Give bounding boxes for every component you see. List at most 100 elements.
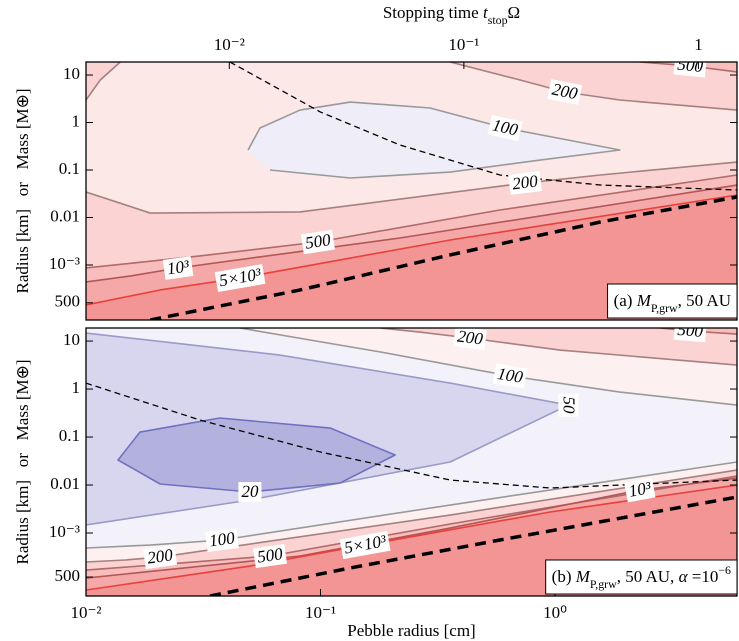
y-tick-label: 1 [72, 111, 81, 130]
contour-region [639, 62, 737, 72]
x-tick-label: 10⁻¹ [305, 603, 336, 622]
x2-axis-label: Stopping time tstopΩ [383, 3, 520, 27]
contour-label: 100 [496, 364, 525, 387]
contour-label-box [143, 544, 178, 570]
y-tick-label: 10 [63, 330, 80, 349]
annotation-box [607, 283, 738, 319]
contour-label-box [487, 114, 523, 142]
y-tick-label: 10⁻³ [49, 254, 80, 273]
contour-label-box [624, 477, 656, 503]
contour-label: 20 [241, 482, 259, 501]
contour-label: 500 [304, 230, 333, 253]
text-part: α [679, 567, 689, 586]
text-part: (b) [552, 567, 576, 586]
text-part: (a) [614, 291, 637, 310]
contour-label-group: 500 [252, 543, 288, 569]
contour-label-group: 10³ [162, 256, 194, 280]
text-part: Ω [508, 3, 521, 22]
x2-tick-label: 10⁻² [214, 35, 245, 54]
contour-label-group: 50 [558, 393, 579, 417]
contour-label-box [238, 481, 262, 503]
y-tick-label: 10⁻³ [49, 522, 80, 541]
annotation-box [545, 559, 738, 595]
y-axis-label: Radius [km] or Mass [M⊕] [13, 359, 32, 564]
text-part: , 50 AU [678, 291, 731, 310]
y-tick-label: 0.1 [59, 159, 80, 178]
contour-label-box [300, 229, 336, 255]
x-tick-label: 10⁻² [70, 603, 101, 622]
contour-label-box [214, 264, 266, 292]
contour-label: 500 [677, 55, 705, 77]
text-part: , 50 AU, [617, 567, 679, 586]
contour-label: 10³ [166, 256, 191, 278]
contour-label-group: 100 [487, 114, 523, 142]
contour-region [86, 62, 121, 100]
thick-dashed-line [149, 195, 737, 320]
contour-label-box [205, 528, 239, 552]
y-axis-label: Radius [km] or Mass [M⊕] [13, 88, 32, 293]
contour-label-box [492, 363, 528, 389]
x-tick-label: 10⁰ [543, 603, 567, 622]
plot-frame [85, 61, 738, 321]
contour-label: 200 [146, 545, 174, 567]
contour-label: 100 [208, 528, 236, 550]
contour-label-group: 200 [143, 544, 178, 570]
contour-label-box [673, 62, 707, 78]
contour-line [86, 161, 737, 214]
text-part: M [636, 291, 652, 310]
text-part: t [483, 3, 489, 22]
thick-dashed-line [209, 495, 737, 596]
annotation: (b) MP,grw, 50 AU, α =10−6 [552, 563, 731, 591]
x2-tick-label: 10⁻¹ [448, 35, 479, 54]
text-part: P,grw [590, 577, 617, 591]
contour-label-box [162, 256, 194, 280]
contour-label: 500 [677, 320, 704, 341]
contour-label-group: 100 [205, 528, 239, 552]
text-part: stop [488, 13, 508, 27]
y-tick-label: 0.01 [50, 474, 80, 493]
text-part: M [575, 567, 591, 586]
x-axis-label: Pebble radius [cm] [347, 621, 475, 640]
dashed-line [86, 382, 737, 489]
contour-label-box [339, 530, 391, 560]
contour-label-group: 10³ [624, 477, 656, 503]
plot-frame [85, 327, 738, 597]
contour-region [450, 62, 737, 111]
contour-label-box [508, 171, 542, 195]
contour-label: 200 [550, 80, 579, 104]
text-part: P,grw [651, 301, 678, 315]
text-part: =10 [688, 567, 719, 586]
contour-label-box [673, 328, 707, 343]
contour-label-box [547, 79, 583, 105]
y-tick-label: 500 [55, 292, 81, 311]
contour-line [86, 62, 121, 101]
contour-label-group: 500 [673, 320, 707, 343]
contour-label-group: 200 [508, 171, 542, 195]
contour-label: 200 [456, 326, 484, 348]
contour-label-box [558, 393, 579, 417]
y-tick-label: 500 [55, 566, 81, 585]
contour-label-box [252, 543, 288, 569]
annotation: (a) MP,grw, 50 AU [614, 291, 731, 315]
y-tick-label: 10 [63, 64, 80, 83]
contour-label-group: 100 [492, 363, 528, 389]
contour-label-box [453, 328, 487, 351]
contour-label: 500 [256, 544, 284, 567]
y-tick-label: 0.1 [59, 426, 80, 445]
contour-label-group: 20 [238, 481, 262, 503]
x2-tick-label: 1 [694, 35, 703, 54]
contour-region [118, 418, 396, 493]
dashed-line [229, 62, 737, 191]
contour-label-group: 500 [673, 55, 707, 78]
y-tick-label: 0.01 [50, 206, 80, 225]
y-tick-label: 1 [72, 378, 81, 397]
contour-label: 50 [559, 397, 578, 415]
contour-label-group: 200 [547, 79, 583, 105]
text-part: Stopping time [383, 3, 483, 22]
text-part: −6 [718, 563, 731, 577]
contour-label-group: 200 [453, 326, 487, 351]
contour-label-group: 500 [300, 229, 336, 255]
